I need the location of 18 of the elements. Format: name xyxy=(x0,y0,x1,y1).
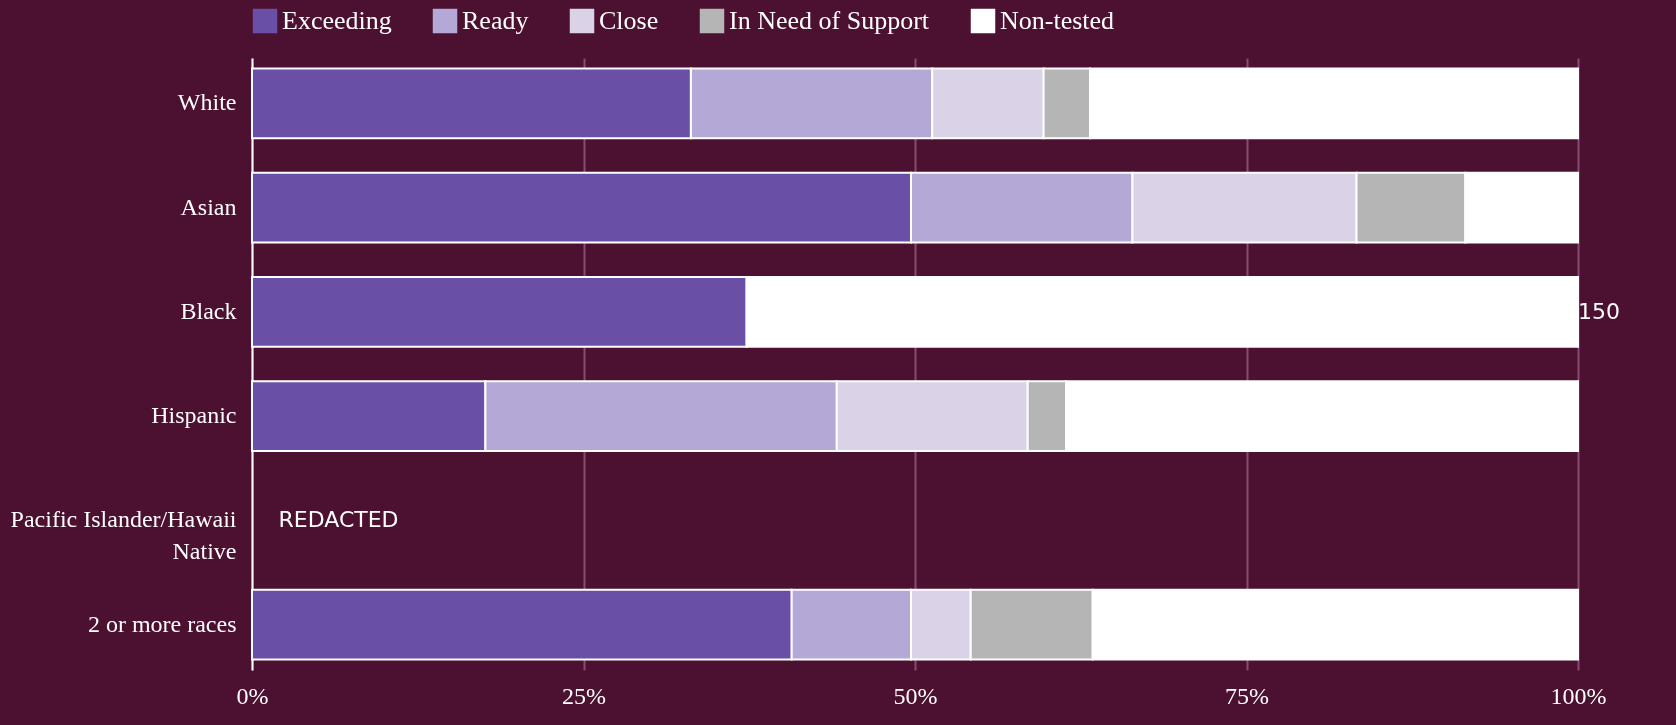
annotation: 150 xyxy=(1578,298,1620,324)
legend-label: Exceeding xyxy=(282,6,392,35)
legend-label: Ready xyxy=(462,6,529,35)
y-tick-label: Asian xyxy=(180,193,237,220)
y-tick-label: 2 or more races xyxy=(87,610,237,637)
legend-label: In Need of Support xyxy=(729,6,930,35)
legend-label: Non-tested xyxy=(1000,6,1115,35)
y-tick-label: Pacific Islander/Hawaii Native xyxy=(10,506,237,565)
x-tick-label: 50% xyxy=(893,682,938,709)
annotation: REDACTED xyxy=(278,507,399,533)
x-tick-label: 25% xyxy=(562,682,606,709)
y-tick-label: Black xyxy=(180,297,237,324)
y-tick-label: Hispanic xyxy=(151,402,237,429)
x-tick-label: 0% xyxy=(236,682,269,709)
legend-label: Close xyxy=(599,6,659,35)
x-tick-label: 100% xyxy=(1550,682,1607,709)
y-tick-label: White xyxy=(177,89,237,116)
x-tick-label: 75% xyxy=(1225,682,1269,709)
